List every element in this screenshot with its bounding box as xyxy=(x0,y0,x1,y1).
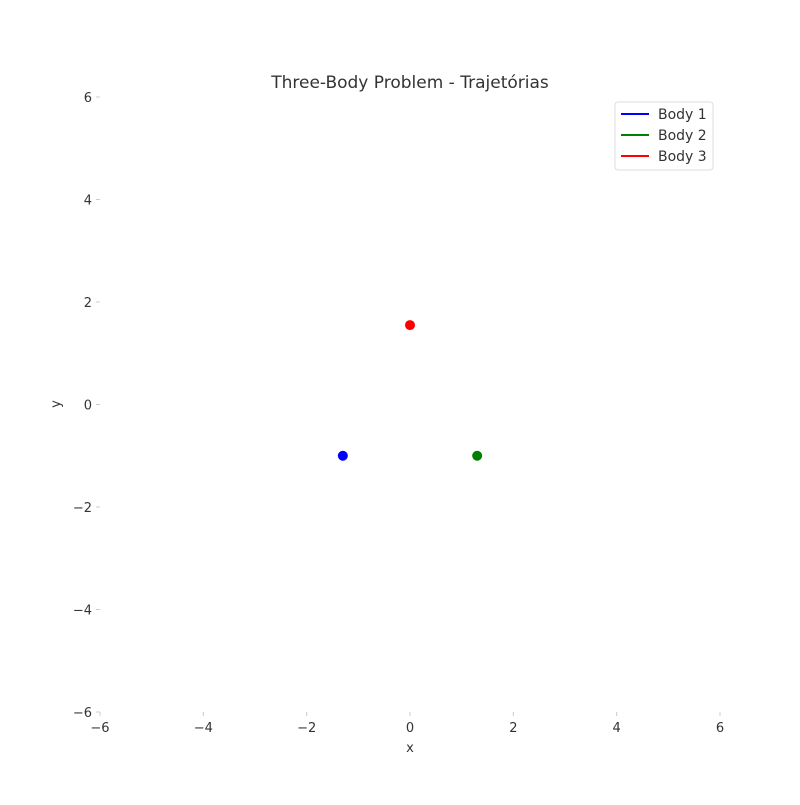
legend-label-body-3: Body 3 xyxy=(658,149,707,165)
legend-label-body-2: Body 2 xyxy=(658,128,707,144)
legend-box xyxy=(614,101,714,171)
y-tick-label: 0 xyxy=(84,399,92,414)
y-tick-label: 6 xyxy=(84,91,92,106)
y-tick-label: −2 xyxy=(73,501,92,516)
legend-items: Body 1 Body 2 Body 3 xyxy=(621,107,707,165)
x-tick-label: 0 xyxy=(406,721,414,736)
chart-title: Three-Body Problem - Trajetórias xyxy=(270,73,549,93)
y-tick-label: −4 xyxy=(73,604,92,619)
body-3-point xyxy=(405,320,415,331)
legend-label-body-1: Body 1 xyxy=(658,107,707,123)
legend: Body 1 Body 2 Body 3 xyxy=(614,101,714,171)
y-tick-label: 4 xyxy=(84,194,92,209)
x-tick-label: −4 xyxy=(194,721,213,736)
x-tick-label: 2 xyxy=(509,721,517,736)
x-tick-label: 4 xyxy=(613,721,621,736)
x-tick-label: −2 xyxy=(297,721,316,736)
body-2-point xyxy=(472,450,483,461)
x-tick-label: 6 xyxy=(716,721,724,736)
x-tick-label: −6 xyxy=(90,721,109,736)
y-tick-label: 2 xyxy=(84,296,92,311)
body-1-point xyxy=(337,450,348,461)
x-axis-label: x xyxy=(406,741,414,756)
y-axis-label: y xyxy=(49,400,64,408)
points-layer xyxy=(337,320,483,461)
y-tick-label: −6 xyxy=(73,706,92,721)
ticks-layer: −6 −4 −2 0 2 4 6 −6 −4 −2 0 2 4 6 xyxy=(73,91,724,736)
